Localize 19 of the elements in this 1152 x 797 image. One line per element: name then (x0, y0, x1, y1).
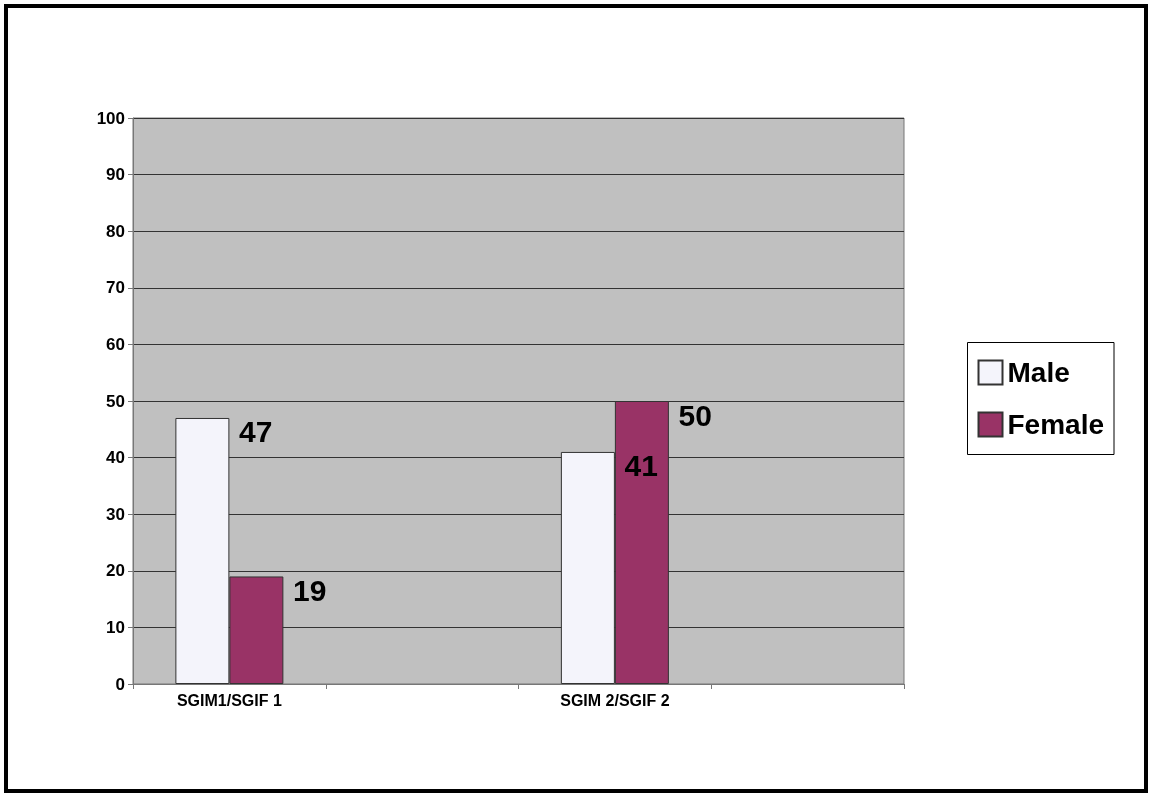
x-tick-label: SGIM1/SGIF 1 (176, 691, 282, 709)
legend-label: Male (1007, 357, 1070, 388)
y-tick-label: 90 (106, 165, 125, 185)
y-tick-label: 70 (106, 278, 125, 298)
y-tick-label: 10 (106, 617, 125, 637)
y-tick-label: 30 (106, 504, 125, 524)
y-tick-label: 60 (106, 334, 125, 354)
y-tick-label: 20 (106, 561, 125, 581)
y-tick-label: 100 (96, 108, 125, 128)
data-label: 19 (293, 573, 327, 607)
data-label: 41 (624, 449, 658, 483)
y-tick-label: 0 (115, 674, 125, 694)
data-label: 50 (678, 398, 712, 432)
y-tick-label: 80 (106, 221, 125, 241)
data-label: 47 (239, 415, 273, 449)
y-tick-label: 40 (106, 448, 125, 468)
legend-label: Female (1007, 409, 1104, 440)
x-tick-label: SGIM 2/SGIF 2 (560, 691, 670, 709)
y-tick-label: 50 (106, 391, 125, 411)
